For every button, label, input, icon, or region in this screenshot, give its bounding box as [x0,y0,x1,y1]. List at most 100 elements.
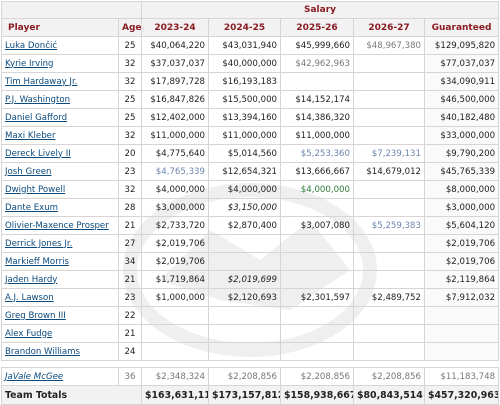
salary-cell-2024-25: $13,394,160 [208,108,281,127]
guaranteed-cell: $2,019,706 [423,234,500,253]
player-link[interactable]: Josh Green [1,162,119,181]
header-guaranteed[interactable]: Guaranteed [423,18,500,37]
salary-cell-2024-25 [208,342,281,361]
salary-cell-2023-24: $2,019,706 [141,252,209,271]
salary-cell-2025-26 [280,234,354,253]
player-link[interactable]: Alex Fudge [1,324,119,343]
salary-cell-2025-26 [280,72,354,91]
salary-cell-2026-27: $7,239,131 [353,144,425,163]
salary-cell-2026-27: $2,208,856 [353,367,425,386]
guaranteed-cell: $40,182,480 [423,108,500,127]
table-row: Greg Brown III 22 [1,306,500,325]
salary-cell-2023-24: $12,402,000 [141,108,209,127]
age-cell: 32 [118,126,142,145]
salary-cell-2025-26: $2,208,856 [280,367,354,386]
salary-cell-2024-25: $11,000,000 [208,126,281,145]
salary-cell-2025-26 [280,270,354,289]
player-link[interactable]: Dereck Lively II [1,144,119,163]
age-cell: 21 [118,216,142,235]
guaranteed-cell: $129,095,820 [423,36,500,55]
salary-cell-2026-27 [353,234,425,253]
guaranteed-cell: $46,500,000 [423,90,500,109]
total-2026-27: $80,843,514 [353,385,425,405]
salary-cell-2023-24: $1,000,000 [141,288,209,307]
salary-cell-2023-24: $17,897,728 [141,72,209,91]
header-2024-25[interactable]: 2024-25 [208,18,281,37]
age-cell: 32 [118,72,142,91]
salary-cell-2025-26 [280,324,354,343]
player-link[interactable]: Dante Exum [1,198,119,217]
player-link[interactable]: Jaden Hardy [1,270,119,289]
column-header-row: Player Age 2023-24 2024-25 2025-26 2026-… [1,18,500,37]
salary-cell-2024-25: $3,150,000 [208,198,281,217]
player-link[interactable]: Olivier-Maxence Prosper [1,216,119,235]
age-cell: 25 [118,36,142,55]
age-cell: 25 [118,90,142,109]
player-link[interactable]: P.J. Washington [1,90,119,109]
salary-cell-2026-27 [353,108,425,127]
header-2025-26[interactable]: 2025-26 [280,18,354,37]
player-link[interactable]: Maxi Kleber [1,126,119,145]
age-cell: 20 [118,144,142,163]
salary-cell-2023-24: $2,019,706 [141,234,209,253]
salary-cell-2025-26: $42,962,963 [280,54,354,73]
salary-cell-2024-25: $43,031,940 [208,36,281,55]
table-row: Daniel Gafford 25 $12,402,000 $13,394,160 $1… [1,108,500,127]
table-row: Dante Exum 28 $3,000,000 $3,150,000 $3,000,0… [1,198,500,217]
salary-cell-2025-26: $14,386,320 [280,108,354,127]
salary-cell-2024-25: $40,000,000 [208,54,281,73]
salary-cell-2026-27 [353,342,425,361]
header-2026-27[interactable]: 2026-27 [353,18,425,37]
salary-cell-2023-24: $11,000,000 [141,126,209,145]
player-link[interactable]: Daniel Gafford [1,108,119,127]
salary-cell-2026-27 [353,324,425,343]
age-cell: 21 [118,270,142,289]
player-link[interactable]: A.J. Lawson [1,288,119,307]
player-link[interactable]: Tim Hardaway Jr. [1,72,119,91]
player-link[interactable]: Greg Brown III [1,306,119,325]
player-link[interactable]: Luka Dončić [1,36,119,55]
salary-cell-2025-26: $13,666,667 [280,162,354,181]
player-link[interactable]: Kyrie Irving [1,54,119,73]
age-cell: 32 [118,54,142,73]
age-cell: 24 [118,342,142,361]
salary-cell-2024-25: $2,019,699 [208,270,281,289]
salary-cell-2025-26: $45,999,660 [280,36,354,55]
salary-cell-2025-26: $3,007,080 [280,216,354,235]
header-player[interactable]: Player [1,18,119,37]
guaranteed-cell [423,342,500,361]
salary-cell-2026-27 [353,72,425,91]
salary-cell-2024-25 [208,306,281,325]
salary-cell-2026-27 [353,180,425,199]
age-cell: 23 [118,162,142,181]
age-cell: 27 [118,234,142,253]
guaranteed-cell [423,306,500,325]
age-cell: 34 [118,252,142,271]
player-link[interactable]: Brandon Williams [1,342,119,361]
table-row: Markieff Morris 34 $2,019,706 $2,019,706 [1,252,500,271]
header-2023-24[interactable]: 2023-24 [141,18,209,37]
guaranteed-cell: $33,000,000 [423,126,500,145]
player-link[interactable]: Markieff Morris [1,252,119,271]
age-cell: 23 [118,288,142,307]
guaranteed-cell [423,324,500,343]
table-row: Kyrie Irving 32 $37,037,037 $40,000,000 $42,… [1,54,500,73]
guaranteed-cell: $7,912,032 [423,288,500,307]
salary-cell-2024-25: $2,870,400 [208,216,281,235]
age-cell: 25 [118,108,142,127]
salary-cell-2026-27 [353,198,425,217]
salary-cell-2024-25: $16,193,183 [208,72,281,91]
salary-cell-2025-26: $11,000,000 [280,126,354,145]
age-cell: 36 [118,367,142,386]
player-link[interactable]: JaVale McGee [1,367,119,386]
salary-group-header: Salary [140,1,500,19]
salary-cell-2023-24: $4,765,339 [141,162,209,181]
player-link[interactable]: Dwight Powell [1,180,119,199]
header-age[interactable]: Age [118,18,142,37]
salary-cell-2023-24: $3,000,000 [141,198,209,217]
player-link[interactable]: Derrick Jones Jr. [1,234,119,253]
table-row: P.J. Washington 25 $16,847,826 $15,500,000 $… [1,90,500,109]
salary-cell-2024-25 [208,234,281,253]
age-cell: 32 [118,180,142,199]
salary-cell-2026-27: $48,967,380 [353,36,425,55]
